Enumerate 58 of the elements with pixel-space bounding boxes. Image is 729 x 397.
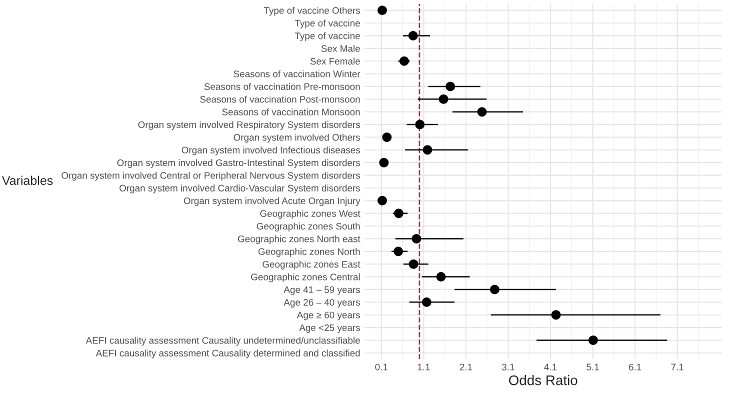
y-tick-label: Age 41 – 59 years	[284, 286, 360, 295]
x-tick-label: 6.1	[628, 364, 642, 370]
y-tick-label: Geographic zones North	[258, 248, 360, 257]
x-tick-label: 5.1	[586, 364, 599, 370]
y-tick-label: Organ system involved Acute Organ Injury	[184, 197, 360, 206]
point	[408, 30, 418, 40]
point	[477, 107, 487, 117]
y-tick-label: Type of vaccine	[294, 20, 360, 28]
point	[436, 272, 446, 282]
y-tick-label: Type of vaccine	[294, 32, 360, 42]
y-tick-label: Organ system involved Respiratory System disorders	[138, 121, 360, 130]
x-tick-label: 7.1	[671, 364, 684, 370]
y-tick-label: Sex Male	[321, 44, 360, 52]
y-tick-label: Type of vaccine Others	[264, 6, 360, 16]
x-tick-label: 0.1	[375, 364, 388, 370]
point	[438, 94, 448, 104]
y-tick-label: Organ system involved Central or Peripheral Nervous System disorders	[62, 172, 360, 181]
y-tick-label: Organ system involved Others	[234, 134, 360, 143]
point	[378, 6, 387, 16]
point	[422, 297, 432, 307]
y-tick-label: Geographic zones West	[260, 210, 360, 219]
point	[378, 196, 387, 206]
point	[394, 246, 404, 256]
point	[446, 82, 456, 92]
y-tick-label: Organ system involved Gastro-Intestinal System disorders	[117, 159, 360, 168]
y-tick-label: Geographic zones South	[256, 222, 360, 232]
y-tick-label: Age ≥ 60 years	[296, 312, 360, 320]
x-axis-title: Odds Ratio	[509, 375, 578, 386]
x-tick-label: 3.1	[502, 364, 514, 370]
y-tick-label: Geographic zones Central	[251, 273, 360, 282]
x-tick-label: 1.1	[418, 364, 430, 370]
y-tick-label: Geographic zones East	[262, 260, 360, 270]
point	[382, 132, 392, 142]
y-tick-label: AEFI causality assessment Causality undetermined/unclassifiable	[86, 336, 360, 346]
point	[379, 158, 389, 168]
y-axis-title: Variables	[2, 176, 53, 185]
y-tick-label: Seasons of vaccination Monsoon	[222, 108, 360, 116]
y-tick-label: Geographic zones North east	[238, 235, 360, 244]
x-tick-label: 2.1	[460, 364, 472, 370]
y-tick-label: Age <25 years	[299, 324, 360, 333]
x-tick-label: 4.1	[544, 364, 557, 370]
y-tick-label: AEFI causality assessment Causality determined and classified	[96, 350, 360, 358]
point	[399, 56, 409, 66]
y-tick-label: Seasons of vaccination Winter	[234, 70, 360, 78]
y-tick-label: Organ system involved Infectious diseases	[182, 146, 360, 156]
point	[415, 120, 425, 130]
point	[422, 145, 432, 155]
y-tick-label: Organ system involved Cardio-Vascular System disorders	[120, 184, 360, 194]
point	[394, 208, 404, 218]
y-tick-label: Seasons of vaccination Post-monsoon	[200, 96, 360, 103]
y-tick-label: Age 26 – 40 years	[284, 299, 360, 308]
y-tick-label: Seasons of vaccination Pre-monsoon	[204, 83, 360, 90]
point	[412, 234, 422, 244]
point	[588, 336, 598, 345]
y-tick-label: Sex Female	[310, 58, 360, 65]
point	[408, 259, 418, 269]
point	[551, 310, 561, 320]
point	[490, 284, 500, 294]
